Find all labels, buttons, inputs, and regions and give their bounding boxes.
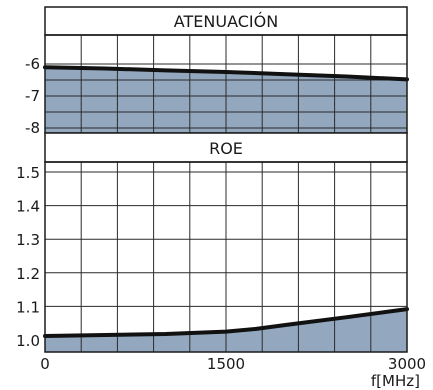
roe-title-box (44, 132, 408, 163)
roe-grid (45, 162, 407, 352)
roe-title: ROE (209, 139, 243, 158)
attenuation-title-box (44, 6, 408, 36)
x-tick-label: 1500 (207, 355, 245, 373)
attenuation-y-tick-labels: -6 -7 -8 (25, 55, 40, 137)
attenuation-panel: ATENUACIÓN -6 -7 -8 (25, 6, 409, 137)
roe-y-tick-label: 1.0 (16, 332, 40, 350)
roe-y-tick-label: 1.3 (16, 231, 40, 249)
roe-panel: ROE 1.5 1.4 1.3 1.2 1.1 1.0 0 1500 3000 f[MHz] (16, 132, 426, 390)
attenuation-title: ATENUACIÓN (174, 12, 278, 31)
roe-y-tick-label: 1.1 (16, 298, 40, 316)
roe-series-line (43, 307, 409, 338)
roe-y-tick-labels: 1.5 1.4 1.3 1.2 1.1 1.0 (16, 164, 40, 350)
x-tick-label: 3000 (388, 355, 426, 373)
attenuation-y-tick-label: -7 (25, 87, 40, 105)
x-tick-label: 0 (40, 355, 50, 373)
roe-frame (44, 161, 408, 353)
roe-y-tick-label: 1.4 (16, 198, 40, 216)
x-tick-labels: 0 1500 3000 (40, 355, 426, 373)
attenuation-series-line (43, 65, 409, 82)
x-axis-label: f[MHz] (371, 372, 420, 390)
roe-y-tick-label: 1.5 (16, 164, 40, 182)
roe-area (45, 309, 407, 352)
roe-y-tick-label: 1.2 (16, 265, 40, 283)
attenuation-y-tick-label: -8 (25, 119, 40, 137)
attenuation-y-tick-label: -6 (25, 55, 40, 73)
attenuation-grid (45, 35, 407, 133)
